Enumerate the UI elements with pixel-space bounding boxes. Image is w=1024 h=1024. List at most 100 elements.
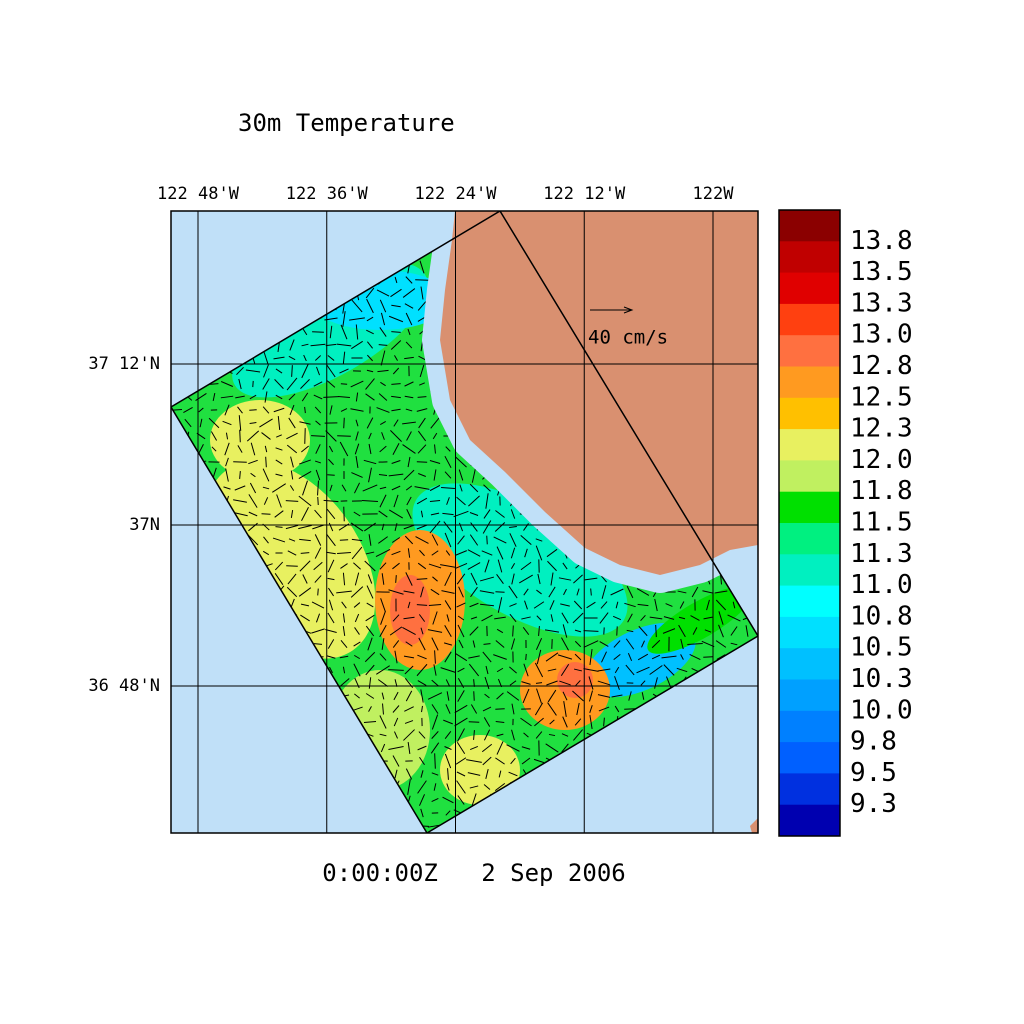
- vector: [573, 574, 583, 584]
- vector: [237, 445, 243, 453]
- vector: [429, 459, 441, 465]
- vector: [353, 482, 361, 494]
- vector: [417, 745, 427, 751]
- vector: [394, 276, 398, 284]
- vector: [405, 768, 413, 780]
- vector: [453, 510, 469, 518]
- vector: [328, 599, 334, 611]
- vector: [353, 641, 361, 647]
- vector: [457, 690, 465, 702]
- vector: [510, 638, 516, 650]
- vector: [340, 639, 348, 649]
- vector: [732, 601, 736, 609]
- vector: [403, 524, 415, 530]
- vector: [366, 354, 374, 362]
- vector: [548, 733, 556, 737]
- vector: [392, 705, 400, 713]
- vector: [446, 783, 450, 791]
- vector: [379, 562, 387, 570]
- vector: [272, 537, 286, 543]
- vector: [537, 573, 541, 585]
- vector: [328, 587, 334, 597]
- vector: [547, 560, 557, 572]
- lat-label: 37 12'N: [88, 354, 160, 374]
- vector: [521, 746, 531, 750]
- vector: [440, 564, 456, 568]
- vector: [702, 590, 714, 594]
- vector: [576, 702, 580, 716]
- vector: [212, 392, 216, 402]
- vector: [262, 378, 270, 390]
- vector: [420, 689, 424, 703]
- vector: [471, 793, 477, 807]
- vector: [535, 682, 543, 684]
- vector: [546, 680, 558, 686]
- vector: [428, 604, 442, 606]
- vector: [495, 721, 505, 723]
- vector: [327, 577, 335, 581]
- colorbar-swatch: [779, 679, 840, 712]
- vector: [313, 561, 323, 571]
- vector: [470, 704, 478, 714]
- vector: [718, 624, 724, 638]
- vector: [263, 536, 269, 544]
- vector: [651, 654, 661, 660]
- vector: [431, 704, 439, 714]
- vector: [536, 649, 542, 665]
- vector: [614, 676, 620, 690]
- vector: [198, 407, 204, 413]
- vector: [457, 615, 465, 621]
- vector: [314, 547, 322, 559]
- vector: [390, 288, 402, 298]
- vector: [380, 743, 386, 753]
- vector: [718, 611, 724, 625]
- vector: [199, 418, 203, 428]
- vector: [402, 421, 416, 425]
- vector: [274, 379, 284, 389]
- vector: [469, 785, 479, 789]
- vector: [404, 665, 414, 675]
- vector: [512, 625, 514, 637]
- vector: [264, 391, 268, 403]
- vector: [444, 532, 452, 548]
- vector: [379, 653, 387, 661]
- vector: [354, 627, 360, 635]
- vector: [455, 456, 467, 468]
- vector: [548, 586, 556, 598]
- vector: [364, 522, 376, 532]
- vector: [404, 303, 414, 309]
- vector: [484, 693, 490, 699]
- vector: [327, 355, 335, 361]
- vector: [485, 493, 489, 509]
- vector: [468, 655, 480, 659]
- vector: [509, 603, 517, 607]
- vector: [715, 640, 727, 648]
- vector: [456, 573, 466, 585]
- vector: [456, 496, 466, 506]
- vector: [495, 510, 505, 518]
- vector: [536, 688, 542, 704]
- vector: [301, 445, 309, 453]
- vector: [687, 643, 703, 645]
- vector: [494, 782, 506, 792]
- colorbar-swatch: [779, 397, 840, 430]
- vector: [355, 324, 359, 340]
- vector: [561, 743, 569, 753]
- title: 30m Temperature: [238, 109, 455, 137]
- vector: [662, 628, 676, 634]
- vector: [262, 550, 270, 556]
- vector: [655, 624, 657, 638]
- vector: [466, 759, 482, 763]
- land: [440, 211, 758, 575]
- graticule: [171, 211, 758, 833]
- vector: [495, 708, 505, 710]
- vector: [458, 586, 464, 598]
- vector: [676, 667, 688, 673]
- vector: [317, 496, 319, 506]
- vector: [614, 666, 620, 674]
- vector: [286, 432, 298, 440]
- vector: [366, 341, 374, 349]
- vector: [498, 770, 502, 778]
- vector: [480, 603, 494, 607]
- vector: [238, 378, 242, 390]
